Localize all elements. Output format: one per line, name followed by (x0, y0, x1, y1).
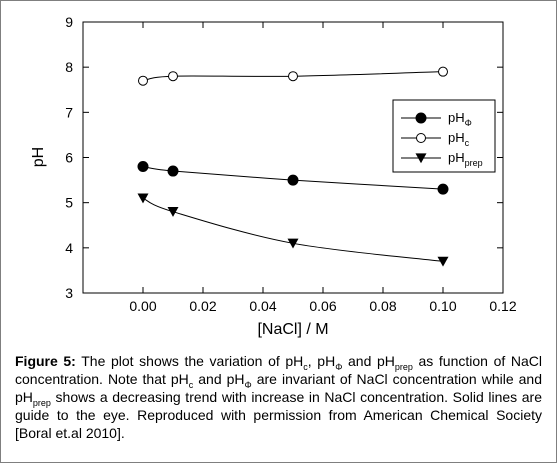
caption-subscript: c (188, 379, 194, 390)
legend-marker (415, 153, 427, 164)
y-tick-label: 3 (65, 285, 73, 301)
data-point (138, 75, 148, 86)
y-tick-label: 6 (65, 150, 73, 166)
data-point (287, 174, 299, 186)
data-point (437, 183, 449, 195)
caption-text: The plot shows the variation of pH (75, 353, 304, 369)
x-tick-label: 0.04 (249, 298, 276, 314)
y-tick-label: 5 (65, 195, 73, 211)
x-tick-label: 0.06 (309, 298, 336, 314)
caption-subscript: Φ (244, 379, 252, 390)
caption-subscript: Φ (335, 361, 343, 372)
x-tick-label: 0.10 (429, 298, 456, 314)
x-tick-label: 0.00 (129, 298, 156, 314)
caption-text: as function of NaCl concentration. Note … (15, 353, 542, 387)
figure-caption: Figure 5: The plot shows the variation o… (15, 352, 542, 442)
caption-label: Figure 5: (15, 353, 76, 369)
data-point (167, 165, 179, 177)
data-point (167, 207, 179, 217)
legend-marker (415, 112, 427, 124)
data-point (137, 161, 149, 173)
caption-subscript: prep (394, 361, 413, 372)
data-point (437, 256, 449, 267)
y-tick-label: 8 (65, 59, 73, 75)
y-axis-label: pH (30, 147, 47, 167)
caption-text: and pH (193, 371, 245, 387)
caption-text: shows a decreasing trend with increase i… (15, 389, 542, 441)
y-tick-label: 4 (65, 240, 73, 256)
data-point (137, 193, 149, 204)
data-point (168, 71, 178, 82)
y-tick-label: 9 (65, 14, 73, 30)
x-tick-label: 0.08 (369, 298, 396, 314)
y-tick-label: 7 (65, 104, 73, 120)
caption-text: , pH (307, 353, 336, 369)
caption-subscript: prep (32, 397, 51, 408)
series-line (142, 197, 444, 262)
line-chart: 0.00 0.02 0.04 0.06 0.08 0.10 0.12 3 4 5 6 7 8 9 pHΦp… (30, 14, 517, 338)
data-point (288, 71, 298, 82)
series-line (142, 166, 444, 190)
legend-marker (416, 133, 426, 143)
series-line (142, 71, 444, 82)
legend-label: pHc (448, 130, 470, 148)
caption-subscript: c (303, 361, 308, 372)
caption-text: are invariant of NaCl concentration whil… (15, 371, 542, 405)
x-tick-label: 0.02 (189, 298, 216, 314)
data-point (287, 238, 299, 249)
x-tick-label: 0.12 (489, 298, 516, 314)
legend-box (392, 99, 496, 173)
x-axis-label: [NaCl] / M (257, 321, 328, 338)
data-point (438, 66, 448, 77)
caption-text: and pH (342, 353, 395, 369)
